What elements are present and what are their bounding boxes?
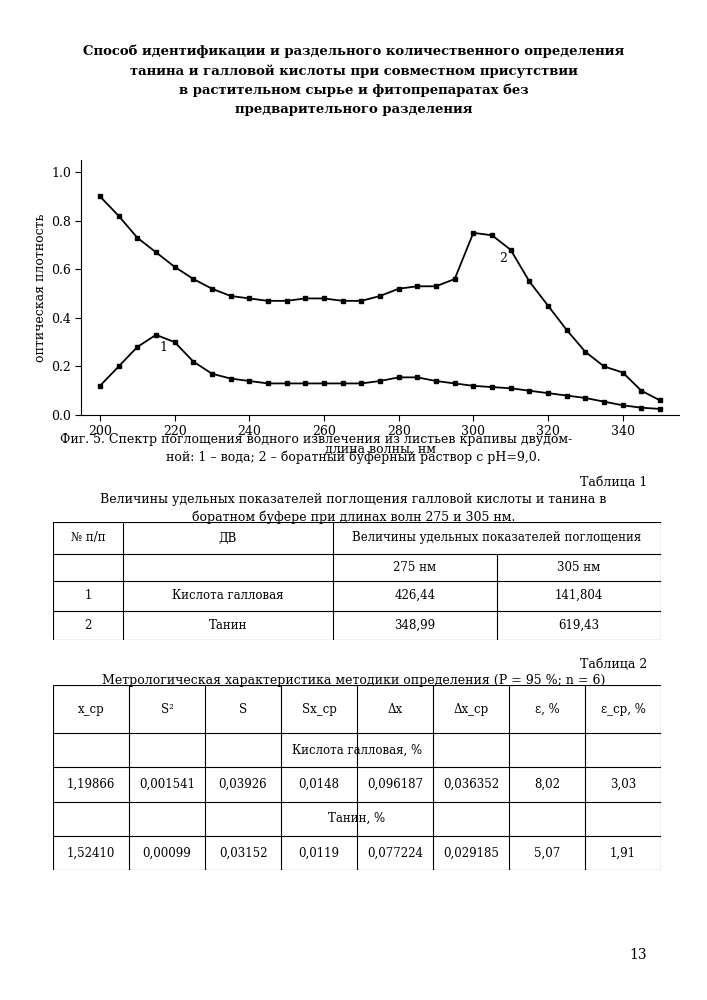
- Text: 1: 1: [160, 341, 168, 354]
- Text: S: S: [239, 703, 247, 716]
- Text: Таблица 2: Таблица 2: [580, 658, 647, 671]
- Text: 0,029185: 0,029185: [443, 846, 499, 859]
- Text: Кислота галловая, %: Кислота галловая, %: [292, 744, 422, 757]
- Text: 3,03: 3,03: [610, 778, 636, 791]
- Text: 0,0148: 0,0148: [298, 778, 339, 791]
- Text: 0,077224: 0,077224: [367, 846, 423, 859]
- Text: Sx_ср: Sx_ср: [302, 703, 337, 716]
- Text: 0,036352: 0,036352: [443, 778, 499, 791]
- Text: 1,52410: 1,52410: [67, 846, 115, 859]
- Text: ДВ: ДВ: [218, 531, 237, 544]
- Text: 2: 2: [500, 252, 508, 265]
- Text: x_ср: x_ср: [78, 703, 105, 716]
- Y-axis label: оптическая плотность: оптическая плотность: [34, 213, 47, 362]
- Text: 275 нм: 275 нм: [393, 561, 436, 574]
- Text: Величины удельных показателей поглощения: Величины удельных показателей поглощения: [352, 531, 641, 544]
- Text: 5,07: 5,07: [534, 846, 560, 859]
- Text: Танин: Танин: [209, 619, 247, 632]
- Text: Δx_ср: Δx_ср: [453, 703, 489, 716]
- Text: Метрологическая характеристика методики определения (Р = 95 %; n = 6): Метрологическая характеристика методики …: [102, 674, 605, 687]
- Text: ε, %: ε, %: [534, 703, 559, 716]
- Text: Таблица 1: Таблица 1: [580, 476, 647, 489]
- Text: 13: 13: [629, 948, 647, 962]
- Text: 1,19866: 1,19866: [67, 778, 115, 791]
- Text: Кислота галловая: Кислота галловая: [172, 589, 284, 602]
- Text: 619,43: 619,43: [559, 619, 600, 632]
- Text: 305 нм: 305 нм: [557, 561, 600, 574]
- X-axis label: длина волны, нм: длина волны, нм: [325, 443, 436, 456]
- Text: 1,91: 1,91: [610, 846, 636, 859]
- Text: 141,804: 141,804: [555, 589, 603, 602]
- Text: 8,02: 8,02: [534, 778, 560, 791]
- Text: Способ идентификации и раздельного количественного определения
танина и галловой: Способ идентификации и раздельного колич…: [83, 45, 624, 116]
- Text: Танин, %: Танин, %: [329, 812, 385, 825]
- Text: ε_ср, %: ε_ср, %: [601, 703, 645, 716]
- Text: 0,0119: 0,0119: [298, 846, 339, 859]
- Text: 0,001541: 0,001541: [139, 778, 195, 791]
- Text: 348,99: 348,99: [395, 619, 436, 632]
- Text: Величины удельных показателей поглощения галловой кислоты и танина в: Величины удельных показателей поглощения…: [100, 493, 607, 506]
- Text: 0,096187: 0,096187: [367, 778, 423, 791]
- Text: 0,03926: 0,03926: [218, 778, 267, 791]
- Text: S²: S²: [160, 703, 173, 716]
- Text: 0,03152: 0,03152: [218, 846, 267, 859]
- Text: 426,44: 426,44: [395, 589, 436, 602]
- Text: Δx: Δx: [387, 703, 402, 716]
- Text: ной: 1 – вода; 2 – боратный буферный раствор с рН=9,0.: ной: 1 – вода; 2 – боратный буферный рас…: [166, 451, 541, 464]
- Text: боратном буфере при длинах волн 275 и 305 нм.: боратном буфере при длинах волн 275 и 30…: [192, 510, 515, 524]
- Text: 2: 2: [84, 619, 92, 632]
- Text: 1: 1: [84, 589, 92, 602]
- Text: № п/п: № п/п: [71, 531, 105, 544]
- Text: 0,00099: 0,00099: [143, 846, 192, 859]
- Text: Фиг. 5. Спектр поглощения водного извлечения из листьев крапивы двудом-: Фиг. 5. Спектр поглощения водного извлеч…: [60, 433, 573, 446]
